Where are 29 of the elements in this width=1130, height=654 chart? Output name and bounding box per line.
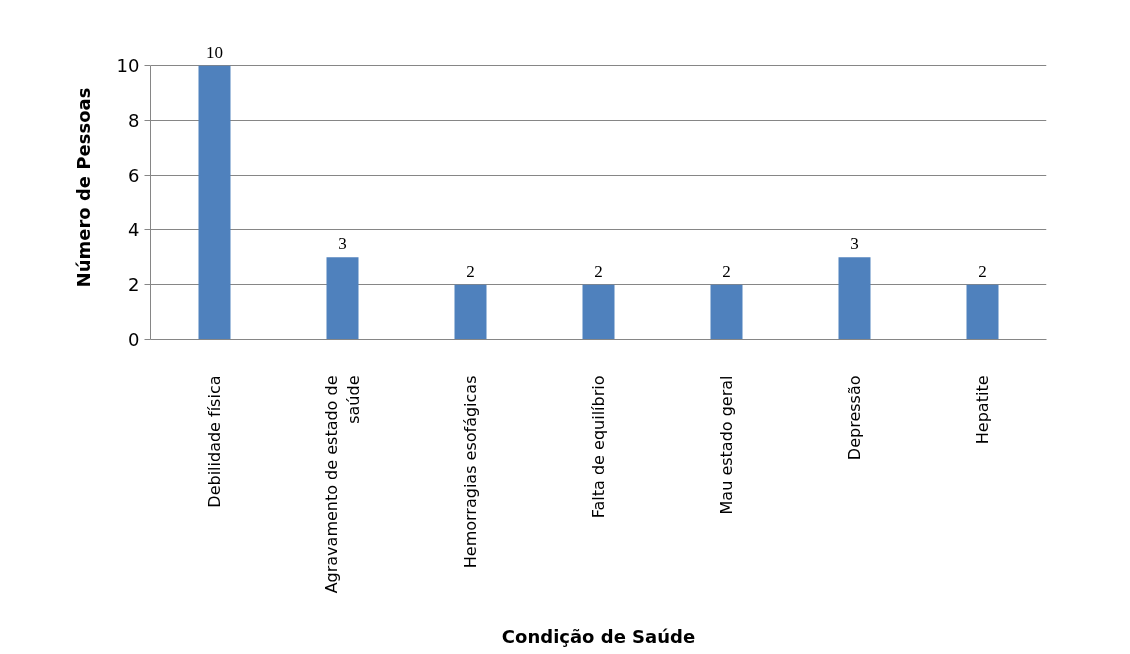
x-tick-label: Mau estado geral: [717, 375, 736, 515]
data-label: 3: [338, 234, 347, 254]
data-label: 10: [206, 42, 223, 62]
x-tick-label: Debilidade física: [205, 375, 224, 508]
x-tick-label: Hepatite: [973, 375, 992, 445]
data-label: 2: [722, 261, 731, 281]
bar: [582, 284, 615, 340]
bar: [966, 284, 999, 340]
x-axis-title: Condição de Saúde: [501, 626, 696, 648]
x-tick-label: Hemorragias esofágicas: [461, 375, 480, 569]
x-tick-label: Agravamento de estado de saúde: [321, 375, 364, 594]
x-tick-label: Falta de equilíbrio: [589, 375, 608, 519]
data-label: 2: [594, 261, 603, 281]
y-tick-label: 6: [128, 164, 140, 186]
data-label: 2: [978, 261, 987, 281]
bar: [454, 284, 487, 340]
bar: [838, 257, 871, 340]
y-tick-label: 2: [128, 274, 140, 296]
bar: [710, 284, 743, 340]
y-axis-title: Número de Pessoas: [72, 87, 94, 288]
bar: [198, 65, 231, 340]
y-tick-label: 8: [128, 109, 140, 131]
data-label: 2: [466, 261, 475, 281]
y-tick-label: 0: [128, 329, 140, 350]
data-label: 3: [850, 234, 859, 254]
x-tick-label: Depressão: [845, 375, 864, 461]
y-tick-label: 10: [116, 55, 140, 77]
bar: [326, 257, 359, 340]
y-tick-label: 4: [128, 219, 140, 241]
